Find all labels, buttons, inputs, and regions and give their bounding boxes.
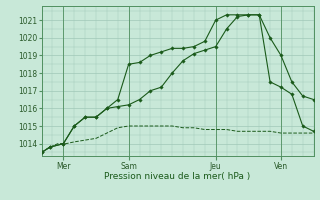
X-axis label: Pression niveau de la mer( hPa ): Pression niveau de la mer( hPa ) xyxy=(104,172,251,181)
